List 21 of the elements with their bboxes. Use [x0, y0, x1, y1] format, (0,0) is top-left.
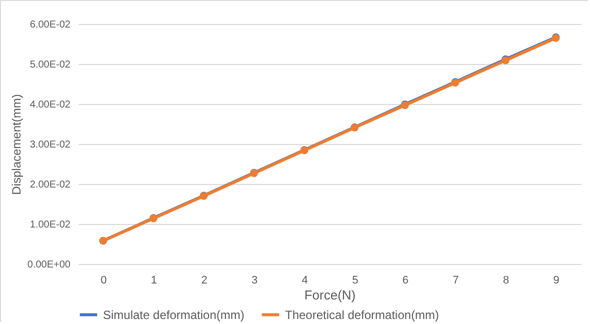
x-tick-label: 3 [251, 274, 258, 286]
legend-label: Simulate deformation(mm) [103, 308, 244, 322]
x-tick-label: 0 [100, 274, 107, 286]
y-axis-title: Displacement(mm) [9, 94, 24, 195]
y-tick-label: 4.00E-02 [30, 100, 71, 110]
legend-label: Theoretical deformation(mm) [285, 308, 440, 322]
x-tick-label: 7 [452, 274, 459, 286]
y-tick-label: 6.00E-02 [30, 20, 71, 30]
y-tick-label: 3.00E-02 [30, 140, 71, 150]
x-tick-label: 5 [352, 274, 358, 286]
x-tick-label: 8 [502, 274, 510, 286]
x-tick-label: 6 [402, 274, 409, 286]
y-tick-label: 0.00E+00 [27, 260, 71, 270]
y-tick-label: 2.00E-02 [30, 180, 71, 190]
x-axis-title: Force(N) [304, 288, 356, 302]
x-tick-label: 4 [302, 274, 308, 286]
x-tick-label: 1 [150, 274, 158, 286]
x-tick-label: 9 [553, 274, 560, 286]
x-tick-label: 2 [201, 274, 208, 286]
y-tick-label: 5.00E-02 [30, 60, 71, 70]
y-tick-label: 1.00E-02 [30, 220, 71, 230]
